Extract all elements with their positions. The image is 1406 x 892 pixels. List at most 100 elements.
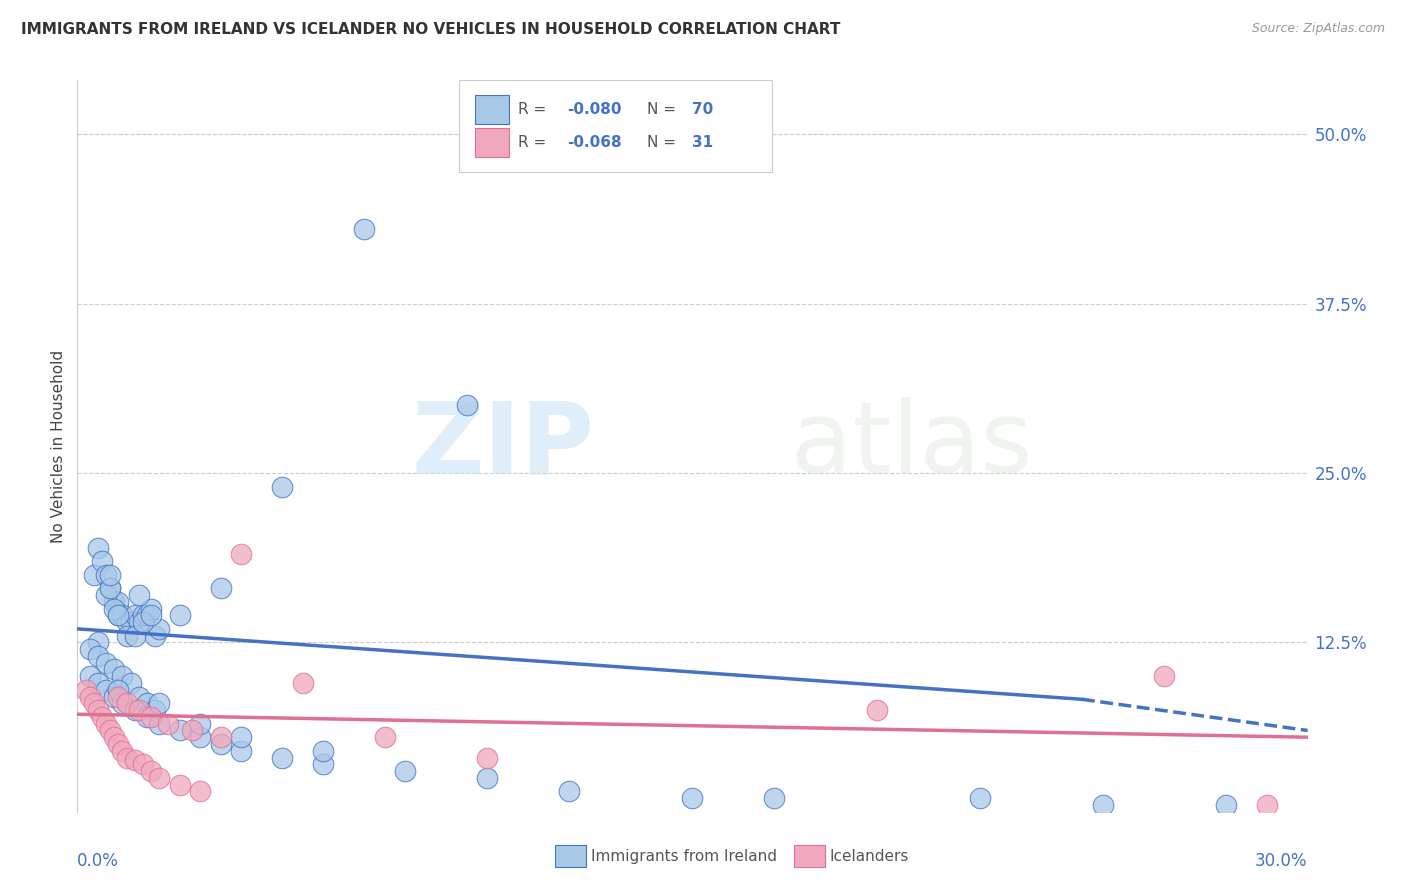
Point xyxy=(209,581,232,595)
Point xyxy=(103,595,125,609)
Text: N =: N = xyxy=(647,135,681,150)
Point xyxy=(124,753,146,767)
Point xyxy=(148,697,170,711)
FancyBboxPatch shape xyxy=(475,128,509,157)
Point xyxy=(271,750,294,764)
Point xyxy=(98,581,121,595)
Point xyxy=(79,669,101,683)
Point xyxy=(477,750,499,764)
Point xyxy=(107,595,129,609)
Point xyxy=(291,676,314,690)
Point xyxy=(120,676,142,690)
Point xyxy=(98,723,121,738)
Point xyxy=(111,608,134,623)
Point xyxy=(132,757,155,772)
Point xyxy=(169,723,191,738)
Point xyxy=(136,608,159,623)
Point xyxy=(181,723,204,738)
Point xyxy=(120,615,142,629)
Point xyxy=(128,615,150,629)
Text: Immigrants from Ireland: Immigrants from Ireland xyxy=(591,849,776,863)
Point xyxy=(169,778,191,792)
Text: -0.068: -0.068 xyxy=(567,135,621,150)
Point xyxy=(107,608,129,623)
Point xyxy=(353,222,375,236)
Text: -0.080: -0.080 xyxy=(567,102,621,117)
Point xyxy=(456,398,478,412)
Point xyxy=(1215,797,1237,812)
Point xyxy=(128,703,150,717)
Text: 30.0%: 30.0% xyxy=(1256,853,1308,871)
Point xyxy=(98,567,121,582)
Point xyxy=(103,690,125,704)
Y-axis label: No Vehicles in Household: No Vehicles in Household xyxy=(51,350,66,542)
Point xyxy=(111,744,134,758)
FancyBboxPatch shape xyxy=(475,95,509,124)
Point xyxy=(115,629,138,643)
Text: R =: R = xyxy=(517,135,551,150)
Point xyxy=(169,608,191,623)
Point xyxy=(87,648,110,663)
Text: N =: N = xyxy=(647,102,681,117)
Point xyxy=(107,737,129,751)
FancyBboxPatch shape xyxy=(458,80,772,171)
Point xyxy=(87,541,110,555)
Point xyxy=(128,588,150,602)
Point xyxy=(866,703,889,717)
Point xyxy=(143,703,166,717)
Point xyxy=(1256,797,1278,812)
Point xyxy=(103,601,125,615)
Point xyxy=(394,764,416,778)
Point xyxy=(132,608,155,623)
Point xyxy=(132,615,155,629)
Point xyxy=(188,784,212,798)
Point xyxy=(98,581,121,595)
Point xyxy=(148,622,170,636)
Point xyxy=(124,703,146,717)
Point xyxy=(111,697,134,711)
Point xyxy=(107,608,129,623)
Point xyxy=(83,567,105,582)
Point xyxy=(94,567,117,582)
Point xyxy=(115,615,138,629)
Point xyxy=(188,730,212,744)
Point xyxy=(312,744,335,758)
Point xyxy=(79,690,101,704)
Point xyxy=(124,629,146,643)
Point xyxy=(87,676,110,690)
Point xyxy=(143,629,166,643)
Point xyxy=(87,635,110,649)
Point xyxy=(148,716,170,731)
Point xyxy=(79,642,101,657)
Point xyxy=(103,663,125,677)
Point xyxy=(374,730,396,744)
Point xyxy=(141,601,163,615)
Point xyxy=(94,682,117,697)
Point xyxy=(87,703,110,717)
Text: R =: R = xyxy=(517,102,551,117)
Point xyxy=(115,697,138,711)
Point xyxy=(477,771,499,785)
Point xyxy=(763,791,786,805)
Point xyxy=(1091,797,1114,812)
Point xyxy=(231,547,253,561)
Point xyxy=(94,716,117,731)
Point xyxy=(94,656,117,670)
Point xyxy=(156,716,179,731)
Point xyxy=(558,784,581,798)
Text: IMMIGRANTS FROM IRELAND VS ICELANDER NO VEHICLES IN HOUSEHOLD CORRELATION CHART: IMMIGRANTS FROM IRELAND VS ICELANDER NO … xyxy=(21,22,841,37)
Point xyxy=(75,682,97,697)
Point xyxy=(148,771,170,785)
Point xyxy=(209,737,232,751)
Point xyxy=(107,682,129,697)
Point xyxy=(209,730,232,744)
Point xyxy=(231,730,253,744)
Point xyxy=(141,608,163,623)
Text: atlas: atlas xyxy=(792,398,1032,494)
Point xyxy=(969,791,991,805)
Point xyxy=(90,554,114,568)
Point xyxy=(141,710,163,724)
Point xyxy=(1153,669,1175,683)
Point xyxy=(682,791,704,805)
Point xyxy=(271,480,294,494)
